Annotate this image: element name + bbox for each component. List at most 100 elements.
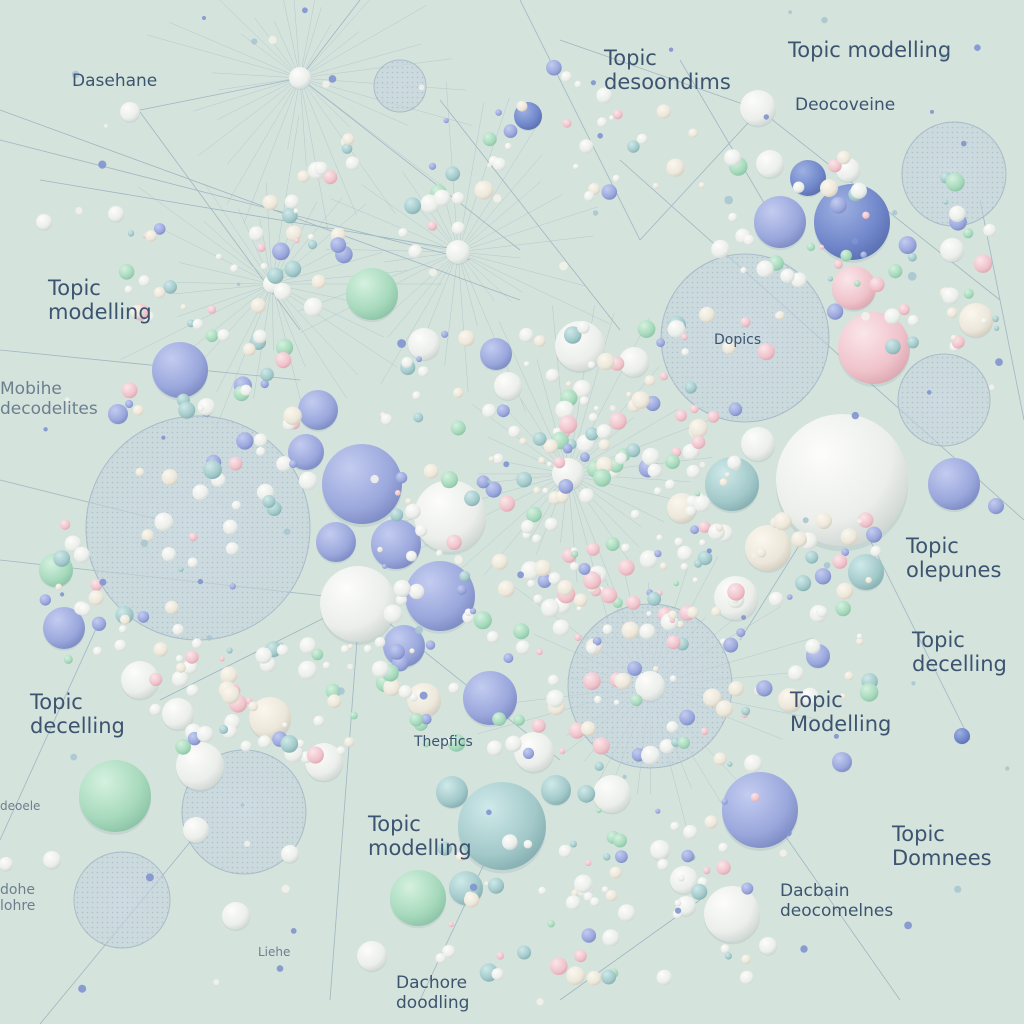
bead xyxy=(618,904,636,922)
bead xyxy=(639,623,656,640)
bead xyxy=(973,254,993,273)
bead xyxy=(492,712,506,726)
topic-bubble xyxy=(408,328,440,360)
bead xyxy=(577,784,596,803)
bead xyxy=(88,590,104,606)
connector-line xyxy=(0,139,471,261)
bead xyxy=(865,576,872,584)
accent-dot xyxy=(70,753,78,761)
bead xyxy=(652,182,660,189)
bead xyxy=(118,264,135,280)
bead xyxy=(256,446,266,457)
connector-line xyxy=(392,251,459,311)
bead xyxy=(945,172,965,192)
label-deocoveine: Deocoveine xyxy=(795,95,896,115)
bead xyxy=(601,886,609,893)
bead xyxy=(487,877,505,894)
bead xyxy=(630,694,643,707)
bead xyxy=(416,356,422,363)
bead xyxy=(154,287,166,299)
connector-line xyxy=(0,619,101,841)
bead xyxy=(596,424,612,440)
topic-bubble xyxy=(222,902,250,930)
bead xyxy=(515,640,530,655)
bead xyxy=(313,715,325,727)
bead xyxy=(579,139,594,154)
connector-line xyxy=(299,5,427,79)
label-topic-desoondims: Topic desoondims xyxy=(604,46,731,95)
accent-dot xyxy=(988,384,995,390)
bead xyxy=(681,348,689,356)
connector-line xyxy=(271,283,398,368)
bead xyxy=(180,304,187,310)
accent-dot xyxy=(469,883,478,891)
bead xyxy=(188,532,198,542)
bead xyxy=(756,260,774,278)
connector-line xyxy=(177,283,273,317)
bead xyxy=(992,315,999,323)
bead xyxy=(230,264,239,273)
halo-texture xyxy=(898,354,990,446)
connector-line xyxy=(226,77,301,165)
bead xyxy=(229,583,236,590)
connector-line xyxy=(218,77,301,91)
bead xyxy=(950,334,957,341)
bead xyxy=(580,721,596,736)
bead xyxy=(405,498,412,505)
accent-dot xyxy=(213,979,220,985)
bead xyxy=(646,611,652,617)
bead xyxy=(786,594,793,600)
bead xyxy=(612,109,623,120)
accent-dot xyxy=(763,114,769,120)
bead xyxy=(491,968,504,981)
topic-bubble xyxy=(494,372,522,400)
bead xyxy=(306,746,324,764)
bead xyxy=(592,737,610,755)
bead xyxy=(647,463,662,478)
bead xyxy=(658,76,665,83)
bead xyxy=(580,452,590,462)
bead xyxy=(756,547,767,558)
bead xyxy=(858,512,874,528)
bead xyxy=(175,662,186,673)
bead xyxy=(585,859,592,867)
bead xyxy=(615,850,628,863)
bead xyxy=(840,249,852,262)
bead xyxy=(456,584,467,595)
bead xyxy=(716,860,731,875)
bead xyxy=(303,297,323,317)
bead xyxy=(393,579,411,598)
bead xyxy=(447,733,466,752)
bead xyxy=(593,405,599,411)
connector-line xyxy=(457,251,586,287)
bead xyxy=(841,548,850,556)
bead xyxy=(504,142,512,150)
bead xyxy=(690,404,699,414)
bead xyxy=(724,952,733,960)
bead xyxy=(685,505,696,517)
topic-bubble xyxy=(541,775,571,805)
bead xyxy=(345,156,360,171)
bead xyxy=(145,230,157,242)
bead xyxy=(341,143,353,154)
bead xyxy=(674,537,683,547)
bead xyxy=(963,288,974,299)
bead xyxy=(582,571,602,590)
bead xyxy=(942,287,960,305)
bead xyxy=(552,619,570,637)
connector-line xyxy=(243,77,301,224)
connector-line xyxy=(457,251,523,293)
accent-dot xyxy=(64,397,70,402)
bead xyxy=(601,184,618,200)
bead xyxy=(566,966,585,985)
bead xyxy=(133,405,144,416)
accent-dot xyxy=(60,592,65,597)
bead xyxy=(470,608,477,615)
bead xyxy=(350,711,358,720)
bead xyxy=(262,495,276,508)
accent-dot xyxy=(974,44,981,51)
bead xyxy=(795,575,812,592)
bead xyxy=(791,531,808,548)
connector-line xyxy=(457,119,541,253)
bead xyxy=(163,280,177,294)
